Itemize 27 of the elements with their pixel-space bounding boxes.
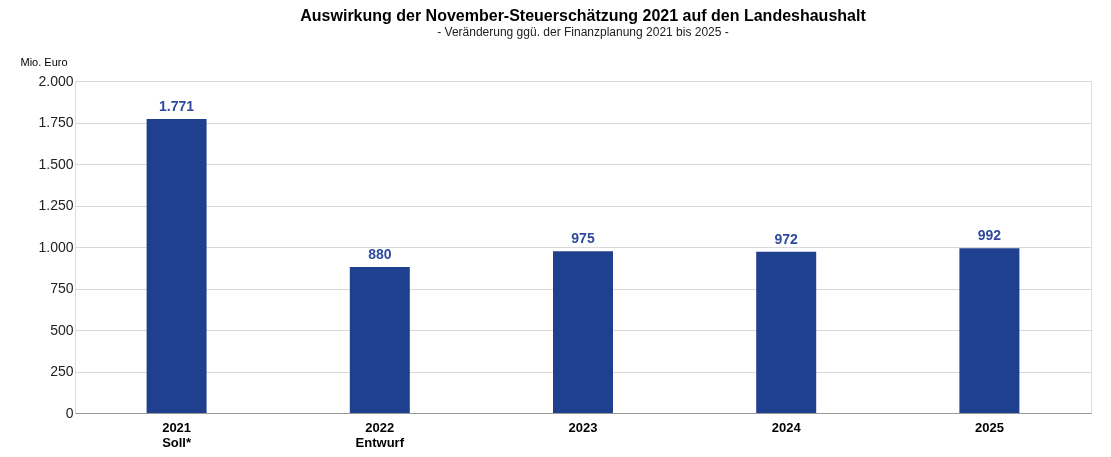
data-label: 880 xyxy=(368,245,392,262)
data-label: 992 xyxy=(977,227,1002,244)
chart-title: Auswirkung der November-Steuerschätzung 2021 auf den Landeshaushalt xyxy=(300,7,867,24)
data-label: 972 xyxy=(774,230,799,247)
x-tick-label: 2023 xyxy=(568,419,598,435)
bar xyxy=(756,251,817,413)
y-tick-label: 1.250 xyxy=(38,197,74,213)
y-tick-label: 500 xyxy=(50,321,74,338)
y-axis-title: Mio. Euro xyxy=(20,55,68,68)
chart-subtitle: - Veränderung ggü. der Finanzplanung 2021 bis 2025 - xyxy=(437,25,729,39)
y-tick-label: 250 xyxy=(50,363,74,379)
y-tick-label: 0 xyxy=(65,404,74,421)
y-tick-label: 1.500 xyxy=(38,155,74,172)
bar xyxy=(349,266,410,413)
bar xyxy=(959,248,1020,413)
data-label: 975 xyxy=(571,230,595,247)
y-tick-label: 1.000 xyxy=(38,238,74,255)
x-tick-label: 2022 Entwurf xyxy=(355,419,405,450)
x-tick-label: 2021 Soll* xyxy=(162,419,192,450)
bar xyxy=(553,251,613,413)
y-tick-label: 750 xyxy=(50,280,74,296)
x-tick-label: 2024 xyxy=(771,419,802,435)
y-tick-label: 1.750 xyxy=(38,114,74,130)
x-tick-label: 2025 xyxy=(974,419,1004,435)
y-tick-label: 2.000 xyxy=(38,72,74,89)
bar xyxy=(146,119,207,413)
data-label: 1.771 xyxy=(159,98,195,115)
